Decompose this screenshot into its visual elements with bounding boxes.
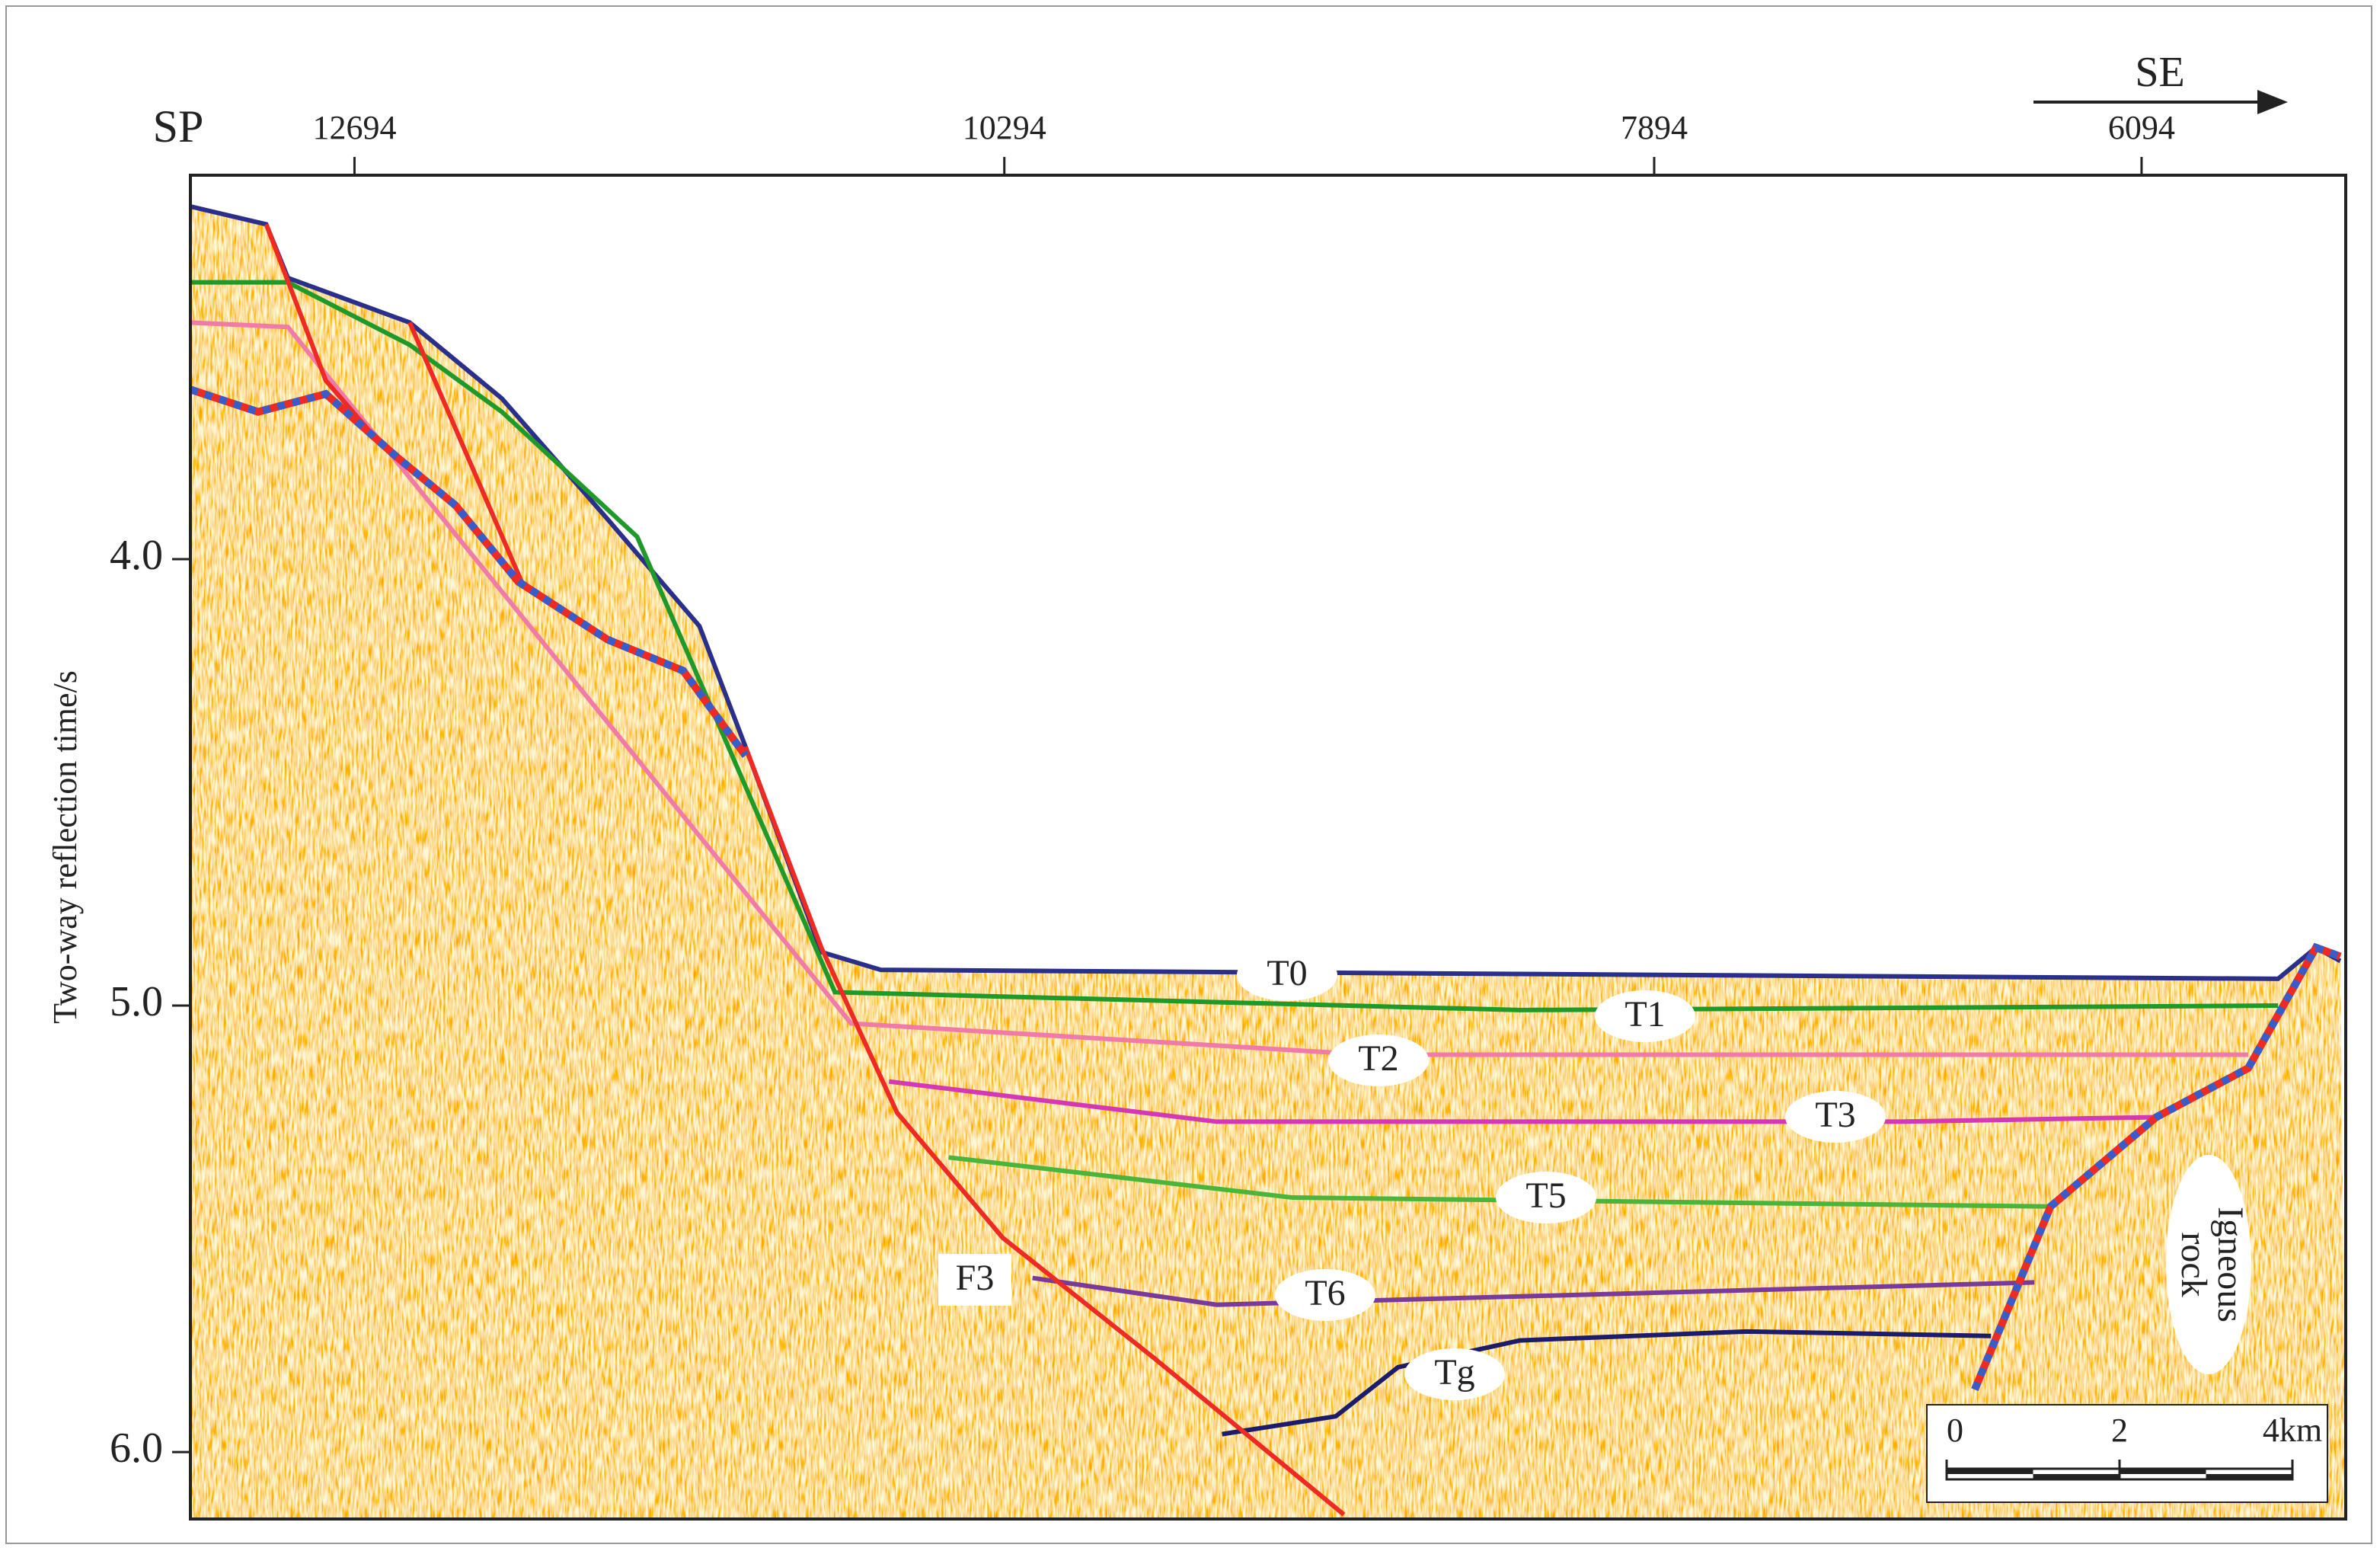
horizon-label: T5 bbox=[1525, 1175, 1566, 1216]
label-box bbox=[938, 1254, 1011, 1306]
x-tick-label: 12694 bbox=[312, 109, 396, 146]
label-bubble bbox=[1237, 949, 1337, 1001]
direction-arrowhead bbox=[2257, 90, 2288, 114]
boundary bbox=[189, 385, 749, 758]
scale-segment bbox=[1947, 1469, 2033, 1474]
label-bubble bbox=[1328, 1035, 1429, 1086]
x-tick-label: 6094 bbox=[2108, 109, 2175, 146]
y-tick-label: 6.0 bbox=[110, 1425, 163, 1472]
horizon-label: T2 bbox=[1358, 1038, 1398, 1079]
boundary bbox=[1971, 942, 2342, 1391]
y-axis-label: Two-way reflection time/s bbox=[46, 670, 84, 1024]
x-axis-label: SP bbox=[153, 101, 204, 152]
horizon-label: T0 bbox=[1267, 953, 1307, 993]
label-bubble bbox=[1595, 990, 1695, 1042]
scale-segment bbox=[2033, 1474, 2120, 1479]
annotation-text: rock bbox=[2174, 1232, 2214, 1297]
x-tick-label: 7894 bbox=[1621, 109, 1688, 146]
horizon-label: T3 bbox=[1815, 1095, 1855, 1135]
plot-frame bbox=[189, 174, 2347, 1521]
label-bubble bbox=[1496, 1172, 1596, 1223]
y-tick-label: 4.0 bbox=[110, 532, 163, 579]
horizon-line bbox=[190, 320, 2249, 1057]
horizon-label: T1 bbox=[1624, 994, 1665, 1035]
annotation-text: Igneous bbox=[2210, 1207, 2251, 1322]
label-bubble bbox=[1404, 1348, 1505, 1400]
annotation-bubble bbox=[2166, 1155, 2251, 1374]
horizon-line bbox=[888, 1079, 2157, 1124]
y-tick-label: 5.0 bbox=[110, 978, 163, 1025]
scale-box bbox=[1926, 1404, 2328, 1503]
horizon-line bbox=[407, 321, 526, 587]
scale-segment bbox=[2206, 1474, 2292, 1479]
scale-segment bbox=[2120, 1469, 2206, 1474]
horizon-line bbox=[190, 280, 2279, 1012]
label-bubble bbox=[1785, 1091, 1886, 1143]
horizon-label: F3 bbox=[956, 1258, 995, 1298]
scale-label: 4km bbox=[2263, 1412, 2322, 1449]
seismic-texture bbox=[190, 206, 2346, 1519]
scale-label: 2 bbox=[2111, 1412, 2128, 1449]
label-bubble bbox=[1275, 1269, 1375, 1321]
horizon-label: T6 bbox=[1305, 1273, 1345, 1313]
figure-frame bbox=[5, 5, 2372, 1544]
direction-label: SE bbox=[2135, 49, 2184, 96]
horizon-label: Tg bbox=[1434, 1352, 1474, 1393]
horizon-line bbox=[948, 1155, 2051, 1209]
horizon-line bbox=[743, 746, 1346, 1517]
horizon-line bbox=[1032, 1275, 2035, 1307]
x-tick-label: 10294 bbox=[963, 109, 1046, 146]
scale-label: 0 bbox=[1947, 1412, 1963, 1449]
